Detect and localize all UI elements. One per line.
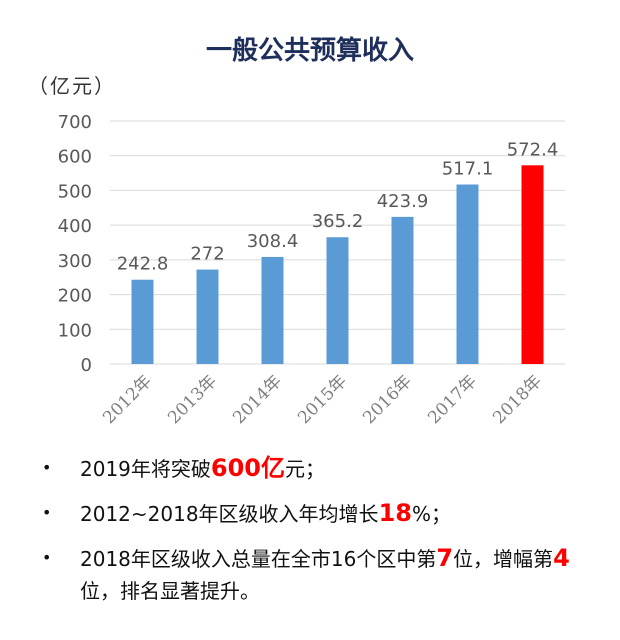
y-tick-label: 300 bbox=[58, 251, 92, 272]
y-tick-label: 400 bbox=[58, 216, 92, 237]
bar bbox=[456, 184, 479, 364]
data-label: 308.4 bbox=[247, 231, 299, 252]
bullet-text: 位，排名显著提升。 bbox=[80, 579, 260, 603]
chart-title: 一般公共预算收入 bbox=[205, 36, 414, 66]
bullet-dot: • bbox=[42, 458, 52, 477]
highlight-text: 7 bbox=[436, 544, 454, 572]
highlight-text: 600亿 bbox=[210, 454, 286, 482]
bullet-text: 2019年将突破 bbox=[80, 457, 211, 481]
bullet-text: 位，增幅第 bbox=[453, 547, 554, 571]
bar bbox=[521, 165, 544, 364]
bar bbox=[131, 279, 154, 364]
bullet-text: 2018年区级收入总量在全市16个区中第 bbox=[80, 547, 437, 571]
y-tick-label: 700 bbox=[58, 112, 92, 133]
bullet-text: %； bbox=[411, 502, 451, 526]
bar bbox=[391, 216, 414, 364]
bullet-item: • 2012~2018年区级收入年均增长18%； bbox=[40, 497, 600, 530]
bar bbox=[326, 237, 349, 364]
highlight-text: 4 bbox=[553, 544, 570, 572]
data-label: 572.4 bbox=[507, 139, 559, 160]
x-tick-label: 2017年 bbox=[424, 371, 481, 428]
y-tick-label: 500 bbox=[58, 181, 92, 202]
bullet-text: 2012~2018年区级收入年均增长 bbox=[80, 502, 379, 526]
bullet-dot: • bbox=[42, 503, 52, 522]
bar bbox=[196, 269, 219, 364]
highlight-text: 18 bbox=[378, 499, 412, 527]
bullet-item: • 2018年区级收入总量在全市16个区中第7位，增幅第4 位，排名显著提升。 bbox=[40, 542, 600, 607]
x-tick-label: 2018年 bbox=[489, 371, 546, 428]
x-tick-label: 2013年 bbox=[164, 371, 221, 428]
x-tick-label: 2015年 bbox=[294, 371, 351, 428]
x-tick-label: 2016年 bbox=[359, 371, 416, 428]
data-label: 423.9 bbox=[377, 191, 429, 212]
data-label: 242.8 bbox=[117, 254, 169, 275]
bar-chart: 242.8 272 308.4 365.2 423.9 517.1 572.4 0 100 20… bbox=[58, 112, 565, 428]
data-label: 272 bbox=[190, 244, 224, 265]
bullet-text: 元； bbox=[285, 457, 326, 481]
y-tick-label: 600 bbox=[58, 147, 92, 168]
y-tick-label: 200 bbox=[58, 286, 92, 307]
y-tick-label: 0 bbox=[81, 355, 92, 376]
bar bbox=[261, 256, 284, 364]
data-label: 365.2 bbox=[312, 211, 364, 232]
bullet-dot: • bbox=[42, 548, 52, 567]
bullet-list: • 2019年将突破600亿元； • 2012~2018年区级收入年均增长18%； • 2… bbox=[40, 452, 600, 619]
data-label: 517.1 bbox=[442, 158, 494, 179]
y-tick-label: 100 bbox=[58, 320, 92, 341]
bullet-item: • 2019年将突破600亿元； bbox=[40, 452, 600, 485]
x-tick-label: 2012年 bbox=[99, 371, 156, 428]
unit-label: （亿元） bbox=[28, 74, 116, 98]
x-tick-label: 2014年 bbox=[229, 371, 286, 428]
